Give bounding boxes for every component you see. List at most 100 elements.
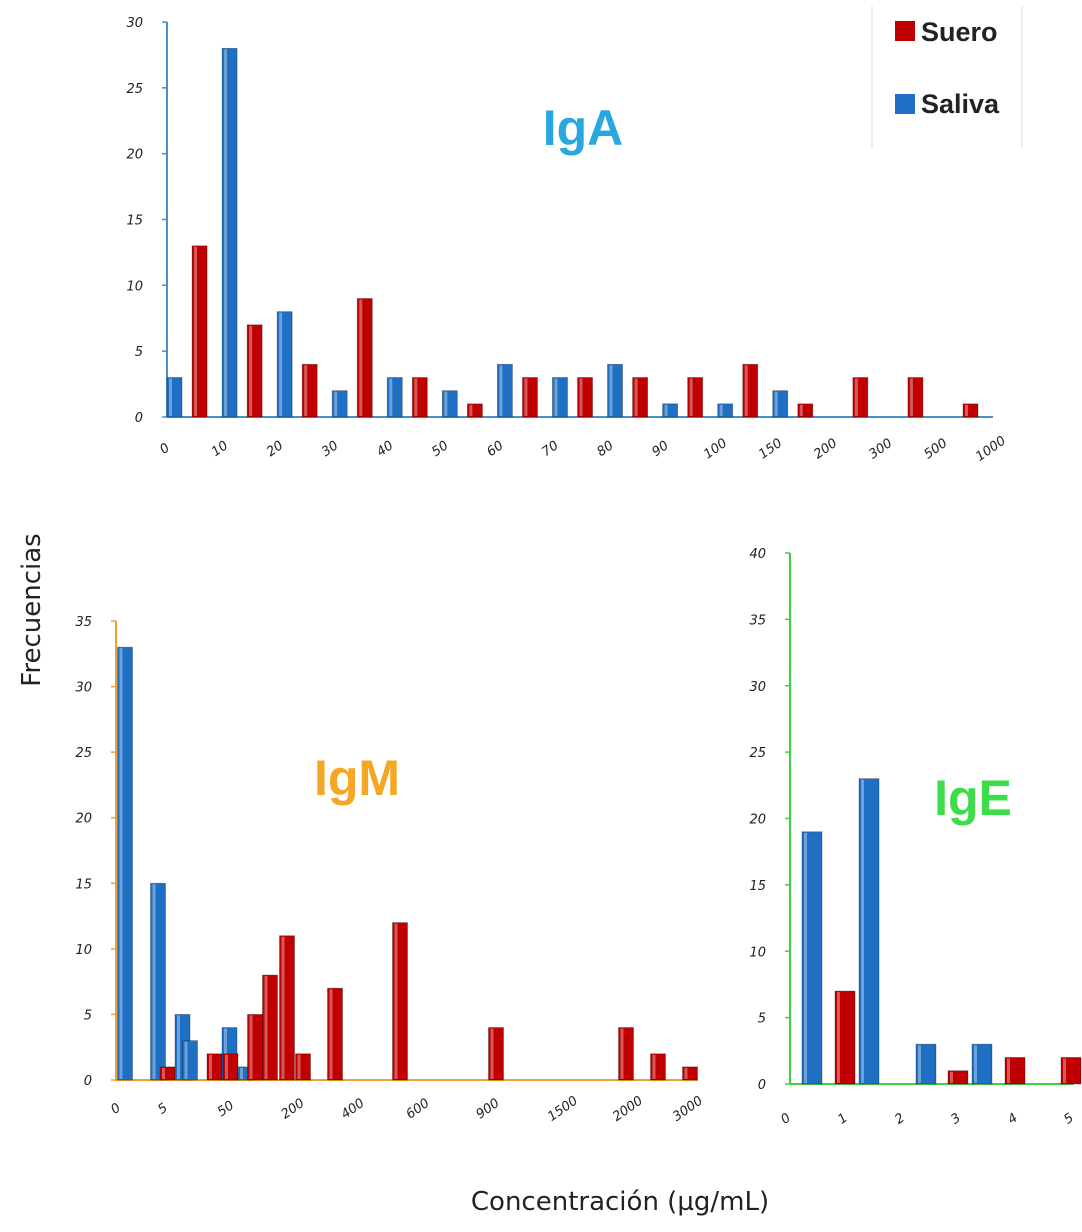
iga-bar-highlight xyxy=(169,378,172,416)
igm-x-tick-label: 1500 xyxy=(545,1093,581,1124)
iga-bar-saliva xyxy=(607,363,623,418)
ige-x-tick-label: 5 xyxy=(1061,1111,1076,1128)
ige-bar-suero xyxy=(1004,1057,1026,1085)
iga-bar-highlight xyxy=(689,378,693,416)
legend-swatch-suero xyxy=(895,21,915,41)
iga-bar-suero xyxy=(356,298,373,418)
ige-bar-highlight xyxy=(974,1045,977,1083)
ige-bar-highlight xyxy=(950,1071,953,1083)
iga-x-tick-label: 40 xyxy=(374,438,396,460)
ige-bar-suero xyxy=(834,990,856,1085)
iga-y-tick-label: 5 xyxy=(135,345,143,360)
iga-x-tick-label: 0 xyxy=(157,441,172,458)
iga-bar-highlight xyxy=(194,246,198,416)
iga-bar-suero xyxy=(411,377,428,418)
iga-bar-saliva xyxy=(441,390,458,418)
igm-bar-highlight xyxy=(297,1054,301,1079)
igm-y-tick-label: 25 xyxy=(75,746,92,761)
igm-y-tick-label: 15 xyxy=(75,877,92,892)
iga-x-tick-label: 500 xyxy=(921,436,950,463)
ige-bar-highlight xyxy=(1063,1058,1066,1083)
iga-bar-saliva xyxy=(717,403,734,418)
igm-y-tick-label: 30 xyxy=(75,681,92,696)
igm-y-tick-label: 5 xyxy=(84,1008,92,1023)
iga-bar-saliva xyxy=(276,311,293,418)
ige-bar-saliva xyxy=(915,1043,937,1085)
igm-x-tick-label: 400 xyxy=(339,1096,368,1123)
ige-y-tick-label: 40 xyxy=(749,547,766,562)
iga-bar-highlight xyxy=(854,378,858,416)
iga-x-tick-label: 60 xyxy=(484,438,506,460)
iga-x-tick-label: 10 xyxy=(209,438,231,460)
ige-y-tick-label: 10 xyxy=(749,945,766,960)
igm-bar-suero xyxy=(262,974,278,1081)
ige-y-tick-label: 35 xyxy=(749,613,766,628)
ige-x-tick-label: 0 xyxy=(778,1111,793,1128)
iga-x-tick-label: 80 xyxy=(594,438,616,460)
ige-bar-highlight xyxy=(1007,1058,1010,1083)
igm-bar-highlight xyxy=(249,1015,253,1079)
ige-title: IgE xyxy=(934,770,1012,826)
iga-bar-suero xyxy=(466,403,483,418)
igm-x-tick-label: 200 xyxy=(279,1096,308,1123)
igm-bar-highlight xyxy=(394,923,398,1079)
iga-bar-highlight xyxy=(719,404,723,416)
iga-bar-saliva xyxy=(772,390,789,418)
igm-x-tick-label: 50 xyxy=(215,1098,237,1120)
igm-y-tick-label: 10 xyxy=(75,943,92,958)
iga-bar-highlight xyxy=(249,325,253,416)
igm-bar-saliva xyxy=(117,646,133,1081)
iga-y-tick-label: 15 xyxy=(126,214,143,229)
x-axis-title: Concentración (µg/mL) xyxy=(471,1187,769,1217)
iga-x-tick-label: 20 xyxy=(264,438,286,460)
iga-x-tick-label: 1000 xyxy=(973,433,1009,464)
igm-bar-highlight xyxy=(209,1054,212,1079)
ige-y-tick-label: 5 xyxy=(758,1012,766,1027)
igm-bar-highlight xyxy=(264,976,268,1079)
iga-bar-highlight xyxy=(469,404,473,416)
iga-y-tick-label: 0 xyxy=(135,411,143,426)
iga-bar-highlight xyxy=(909,378,913,416)
iga-x-tick-label: 300 xyxy=(866,436,895,463)
iga-x-tick-label: 50 xyxy=(429,438,451,460)
ige-bar-highlight xyxy=(837,992,840,1083)
iga-bar-highlight xyxy=(444,391,448,416)
ige-bar-highlight xyxy=(861,779,864,1083)
iga-x-tick-label: 30 xyxy=(319,438,341,460)
igm-bar-highlight xyxy=(684,1067,688,1079)
igm-x-tick-label: 2000 xyxy=(610,1093,646,1124)
iga-bar-suero xyxy=(687,377,704,418)
ige-y-tick-label: 25 xyxy=(749,746,766,761)
ige-x-tick-label: 4 xyxy=(1005,1111,1020,1128)
ige-y-tick-label: 30 xyxy=(749,680,766,695)
iga-bar-suero xyxy=(907,377,924,418)
iga-bar-highlight xyxy=(389,378,393,416)
y-axis-title: Frecuencias xyxy=(17,533,47,686)
legend-label-saliva: Saliva xyxy=(921,89,1000,119)
iga-y-tick-label: 25 xyxy=(126,82,143,97)
iga-bar-highlight xyxy=(414,378,418,416)
iga-bar-suero xyxy=(632,377,648,418)
iga-bar-saliva xyxy=(166,377,183,418)
iga-bar-highlight xyxy=(744,365,748,416)
iga-bar-highlight xyxy=(579,378,583,416)
igm-bar-suero xyxy=(279,935,295,1081)
iga-bar-highlight xyxy=(224,49,228,416)
igm-bar-highlight xyxy=(225,1054,228,1079)
iga-bar-highlight xyxy=(304,365,308,416)
igm-bar-highlight xyxy=(281,936,285,1079)
igm-bar-suero xyxy=(488,1027,504,1081)
igm-x-tick-label: 3000 xyxy=(670,1093,706,1124)
igm-y-tick-label: 35 xyxy=(75,615,92,630)
iga-bar-saliva xyxy=(386,377,403,418)
igm-bar-suero xyxy=(682,1066,698,1081)
igm-bar-highlight xyxy=(177,1015,180,1079)
iga-title: IgA xyxy=(543,100,624,156)
iga-y-tick-label: 30 xyxy=(126,16,143,31)
iga-bar-suero xyxy=(246,324,263,418)
igm-bar-highlight xyxy=(162,1067,165,1079)
iga-bar-highlight xyxy=(334,391,338,416)
igm-bar-highlight xyxy=(184,1041,188,1079)
iga-bar-highlight xyxy=(799,404,803,416)
